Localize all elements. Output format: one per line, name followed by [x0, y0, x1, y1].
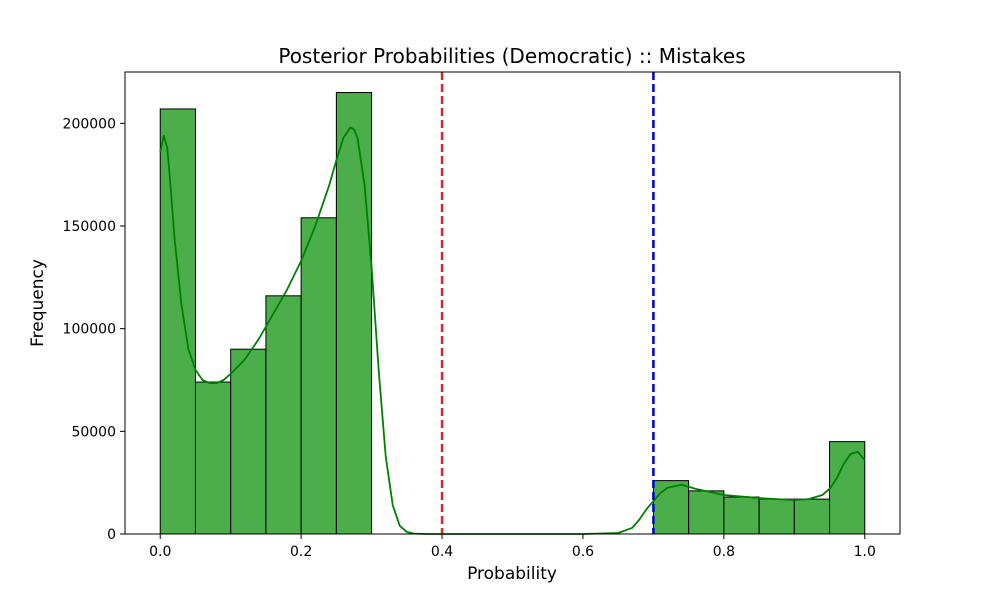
threshold-lines	[440, 72, 655, 534]
histogram-bar-10	[793, 498, 831, 535]
histogram-bar-8	[723, 496, 760, 535]
y-tick-label-2: 100000	[63, 322, 116, 338]
x-tick-label-5: 1.0	[854, 544, 876, 560]
x-tick-label-2: 0.4	[431, 544, 453, 560]
histogram-bar-11	[829, 441, 866, 535]
kde-curve	[159, 126, 866, 535]
y-axis: 0 50000 100000 150000 200000	[63, 116, 125, 543]
bars-layer	[159, 92, 866, 535]
x-axis-label: Probability	[467, 564, 557, 584]
x-tick-label-4: 0.8	[713, 544, 735, 560]
y-tick-label-4: 200000	[63, 116, 116, 132]
x-tick-label-0: 0.0	[149, 544, 171, 560]
histogram-bar-6	[652, 480, 690, 535]
x-axis: 0.0 0.2 0.4 0.6 0.8 1.0	[149, 534, 876, 560]
x-tick-label-3: 0.6	[572, 544, 594, 560]
histogram-bar-3	[265, 295, 302, 535]
histogram-bar-2	[230, 348, 267, 535]
y-tick-label-3: 150000	[63, 219, 116, 235]
plot-frame	[124, 71, 901, 535]
x-tick-label-1: 0.2	[290, 544, 312, 560]
chart-title: Posterior Probabilities (Democratic) :: …	[278, 44, 745, 68]
histogram-bar-5	[335, 92, 373, 535]
y-axis-label: Frequency	[28, 259, 48, 347]
y-tick-label-1: 50000	[71, 424, 116, 440]
y-tick-label-0: 0	[107, 527, 116, 543]
histogram-bar-0	[159, 108, 196, 535]
kde-layer	[159, 126, 866, 535]
histogram-bar-1	[194, 381, 232, 535]
histogram-bar-7	[688, 490, 725, 535]
histogram-bar-4	[300, 217, 337, 535]
histogram-bar-9	[758, 498, 795, 535]
